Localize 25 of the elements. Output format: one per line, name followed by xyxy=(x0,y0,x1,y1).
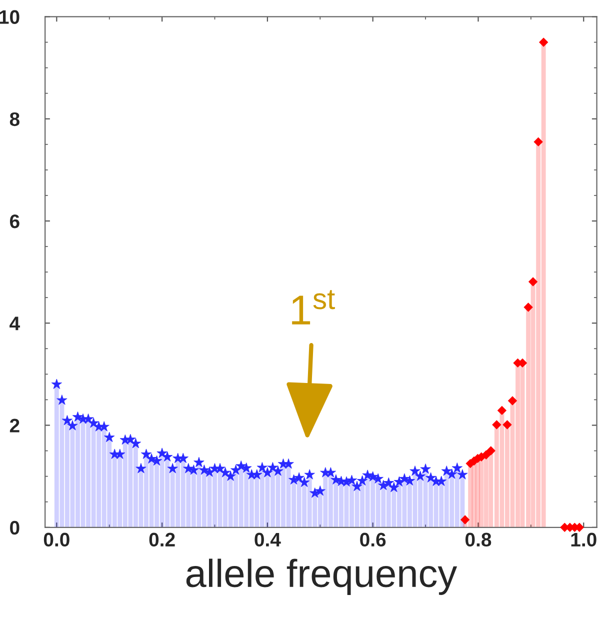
point xyxy=(492,420,502,430)
point xyxy=(528,277,538,286)
annotation: 1$^{st}$ xyxy=(292,290,335,324)
y-tick-label: 8 xyxy=(10,112,20,126)
y-tick-label: 6 xyxy=(10,214,20,228)
y-tick-label: 0 xyxy=(10,520,20,535)
point xyxy=(497,406,507,416)
x-tick-label: 0.2 xyxy=(149,532,175,547)
point xyxy=(502,420,512,430)
point xyxy=(534,137,543,146)
x-tick-label: 0.8 xyxy=(465,532,492,547)
x-tick-label: 0.4 xyxy=(254,532,281,547)
x-axis-title: allele frequency xyxy=(186,558,458,595)
point xyxy=(486,446,496,456)
x-tick-label: 0.0 xyxy=(44,532,70,547)
point xyxy=(508,396,518,406)
x-tick-label: 1.0 xyxy=(571,532,596,547)
x-tick-label: 0.6 xyxy=(360,532,386,547)
y-tick-label: 2 xyxy=(10,418,20,432)
y-tick-label: 4 xyxy=(10,316,20,330)
y-tick-label: 10 xyxy=(0,10,20,24)
point xyxy=(460,515,470,524)
point xyxy=(482,450,491,460)
point xyxy=(538,38,548,47)
point xyxy=(524,302,533,312)
